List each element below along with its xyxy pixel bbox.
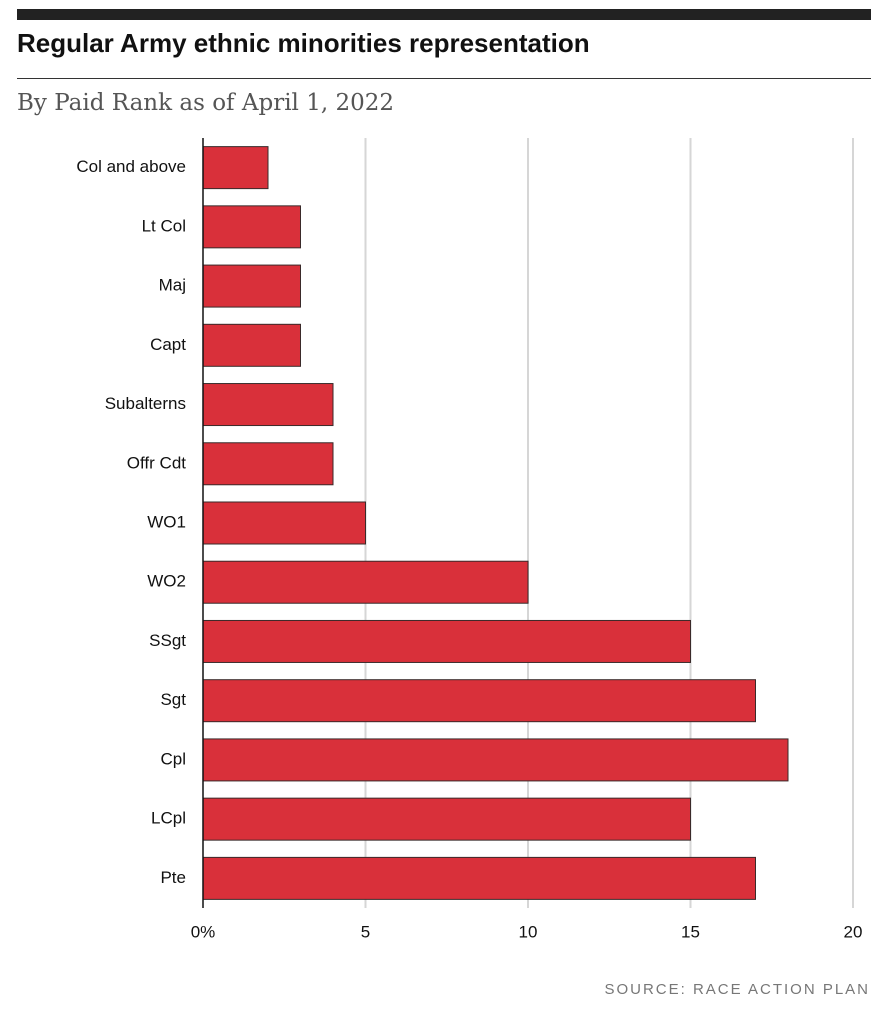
bar xyxy=(202,797,691,841)
x-tick-label: 15 xyxy=(681,922,700,941)
y-tick-label: Capt xyxy=(150,335,186,354)
bar xyxy=(202,442,334,486)
bar xyxy=(202,205,301,249)
bar xyxy=(202,323,301,367)
y-tick-label: Pte xyxy=(160,868,186,887)
y-tick-label: WO1 xyxy=(147,512,186,531)
x-tick-label: 10 xyxy=(519,922,538,941)
bar xyxy=(202,146,269,190)
bar xyxy=(202,619,691,663)
bar xyxy=(202,679,756,723)
y-tick-label: Subalterns xyxy=(105,394,186,413)
source: SOURCE: RACE ACTION PLAN xyxy=(604,981,870,998)
bar xyxy=(202,856,756,900)
chart-subtitle: By Paid Rank as of April 1, 2022 xyxy=(17,90,394,116)
x-tick-label: 20 xyxy=(844,922,863,941)
y-tick-label: WO2 xyxy=(147,572,186,591)
y-tick-label: SSgt xyxy=(149,631,186,650)
y-tick-label: Maj xyxy=(159,276,186,295)
bar xyxy=(202,738,789,782)
x-tick-label: 5 xyxy=(361,922,370,941)
bar xyxy=(202,264,301,308)
x-tick-label: 0% xyxy=(191,922,216,941)
y-tick-label: Cpl xyxy=(160,749,186,768)
y-tick-label: Sgt xyxy=(160,690,186,709)
bar xyxy=(202,501,366,545)
y-tick-label: LCpl xyxy=(151,809,186,828)
y-tick-label: Lt Col xyxy=(142,216,186,235)
y-tick-label: Offr Cdt xyxy=(127,453,186,472)
bar xyxy=(202,560,529,604)
chart-title: Regular Army ethnic minorities represent… xyxy=(17,28,590,58)
top-rule xyxy=(17,9,871,20)
y-tick-label: Col and above xyxy=(76,157,186,176)
bar xyxy=(202,383,334,427)
